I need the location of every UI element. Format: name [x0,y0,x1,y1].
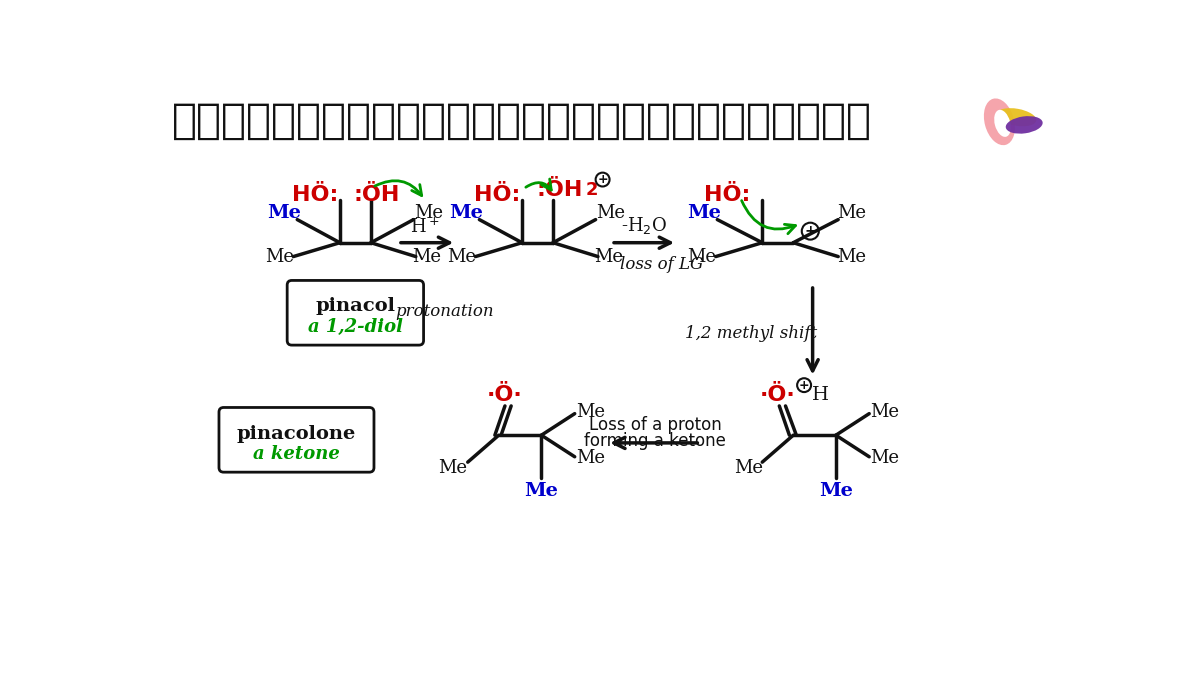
Text: a ketone: a ketone [253,445,340,462]
Text: กลไกปฏิกิริยาการเรียงตัวใหม่: กลไกปฏิกิริยาการเรียงตัวใหม่ [172,100,871,142]
Text: HÖ:: HÖ: [704,185,750,205]
Text: HÖ:: HÖ: [292,185,338,205]
Ellipse shape [994,110,1010,137]
Text: H$^+$: H$^+$ [410,217,440,237]
Text: Me: Me [265,248,294,265]
Text: Me: Me [524,482,558,500]
Ellipse shape [984,99,1015,145]
Text: Me: Me [268,205,301,223]
Text: Me: Me [449,205,484,223]
Text: Me: Me [596,205,625,223]
Text: a 1,2-diol: a 1,2-diol [308,319,403,336]
Text: Me: Me [836,248,866,265]
Text: pinacolone: pinacolone [236,425,356,443]
FancyArrowPatch shape [526,179,551,190]
Text: Me: Me [576,403,605,421]
Text: +: + [799,379,810,391]
Text: Me: Me [688,248,716,265]
Text: Me: Me [688,205,721,223]
Text: Me: Me [870,450,899,467]
Ellipse shape [1006,116,1043,134]
Text: :ÖH: :ÖH [354,185,401,205]
FancyBboxPatch shape [287,280,424,345]
Text: 2: 2 [586,182,598,199]
Text: Me: Me [836,205,866,223]
Text: Me: Me [818,482,853,500]
Text: loss of LG: loss of LG [620,256,703,273]
Ellipse shape [996,108,1037,126]
Text: HÖ:: HÖ: [474,185,521,205]
Text: Me: Me [448,248,476,265]
Text: +: + [804,224,816,238]
Text: Me: Me [594,248,623,265]
Text: :ÖH: :ÖH [536,180,582,200]
Text: Me: Me [734,458,763,477]
FancyArrowPatch shape [742,200,796,234]
Text: H: H [812,386,829,404]
Text: -H$_2$O: -H$_2$O [620,215,667,236]
Text: Me: Me [412,248,442,265]
Text: ·Ö·: ·Ö· [760,385,796,405]
Text: 1,2 methyl shift: 1,2 methyl shift [684,325,817,342]
Text: ·Ö·: ·Ö· [487,385,523,405]
Text: Me: Me [414,205,444,223]
Text: Me: Me [870,403,899,421]
Text: forming a ketone: forming a ketone [584,431,726,450]
Text: Loss of a proton: Loss of a proton [589,416,721,434]
FancyBboxPatch shape [218,408,374,472]
Text: protonation: protonation [395,304,494,321]
Text: +: + [598,173,608,186]
Text: pinacol: pinacol [316,297,395,315]
FancyArrowPatch shape [374,181,421,196]
Text: Me: Me [576,450,605,467]
Text: Me: Me [438,458,467,477]
